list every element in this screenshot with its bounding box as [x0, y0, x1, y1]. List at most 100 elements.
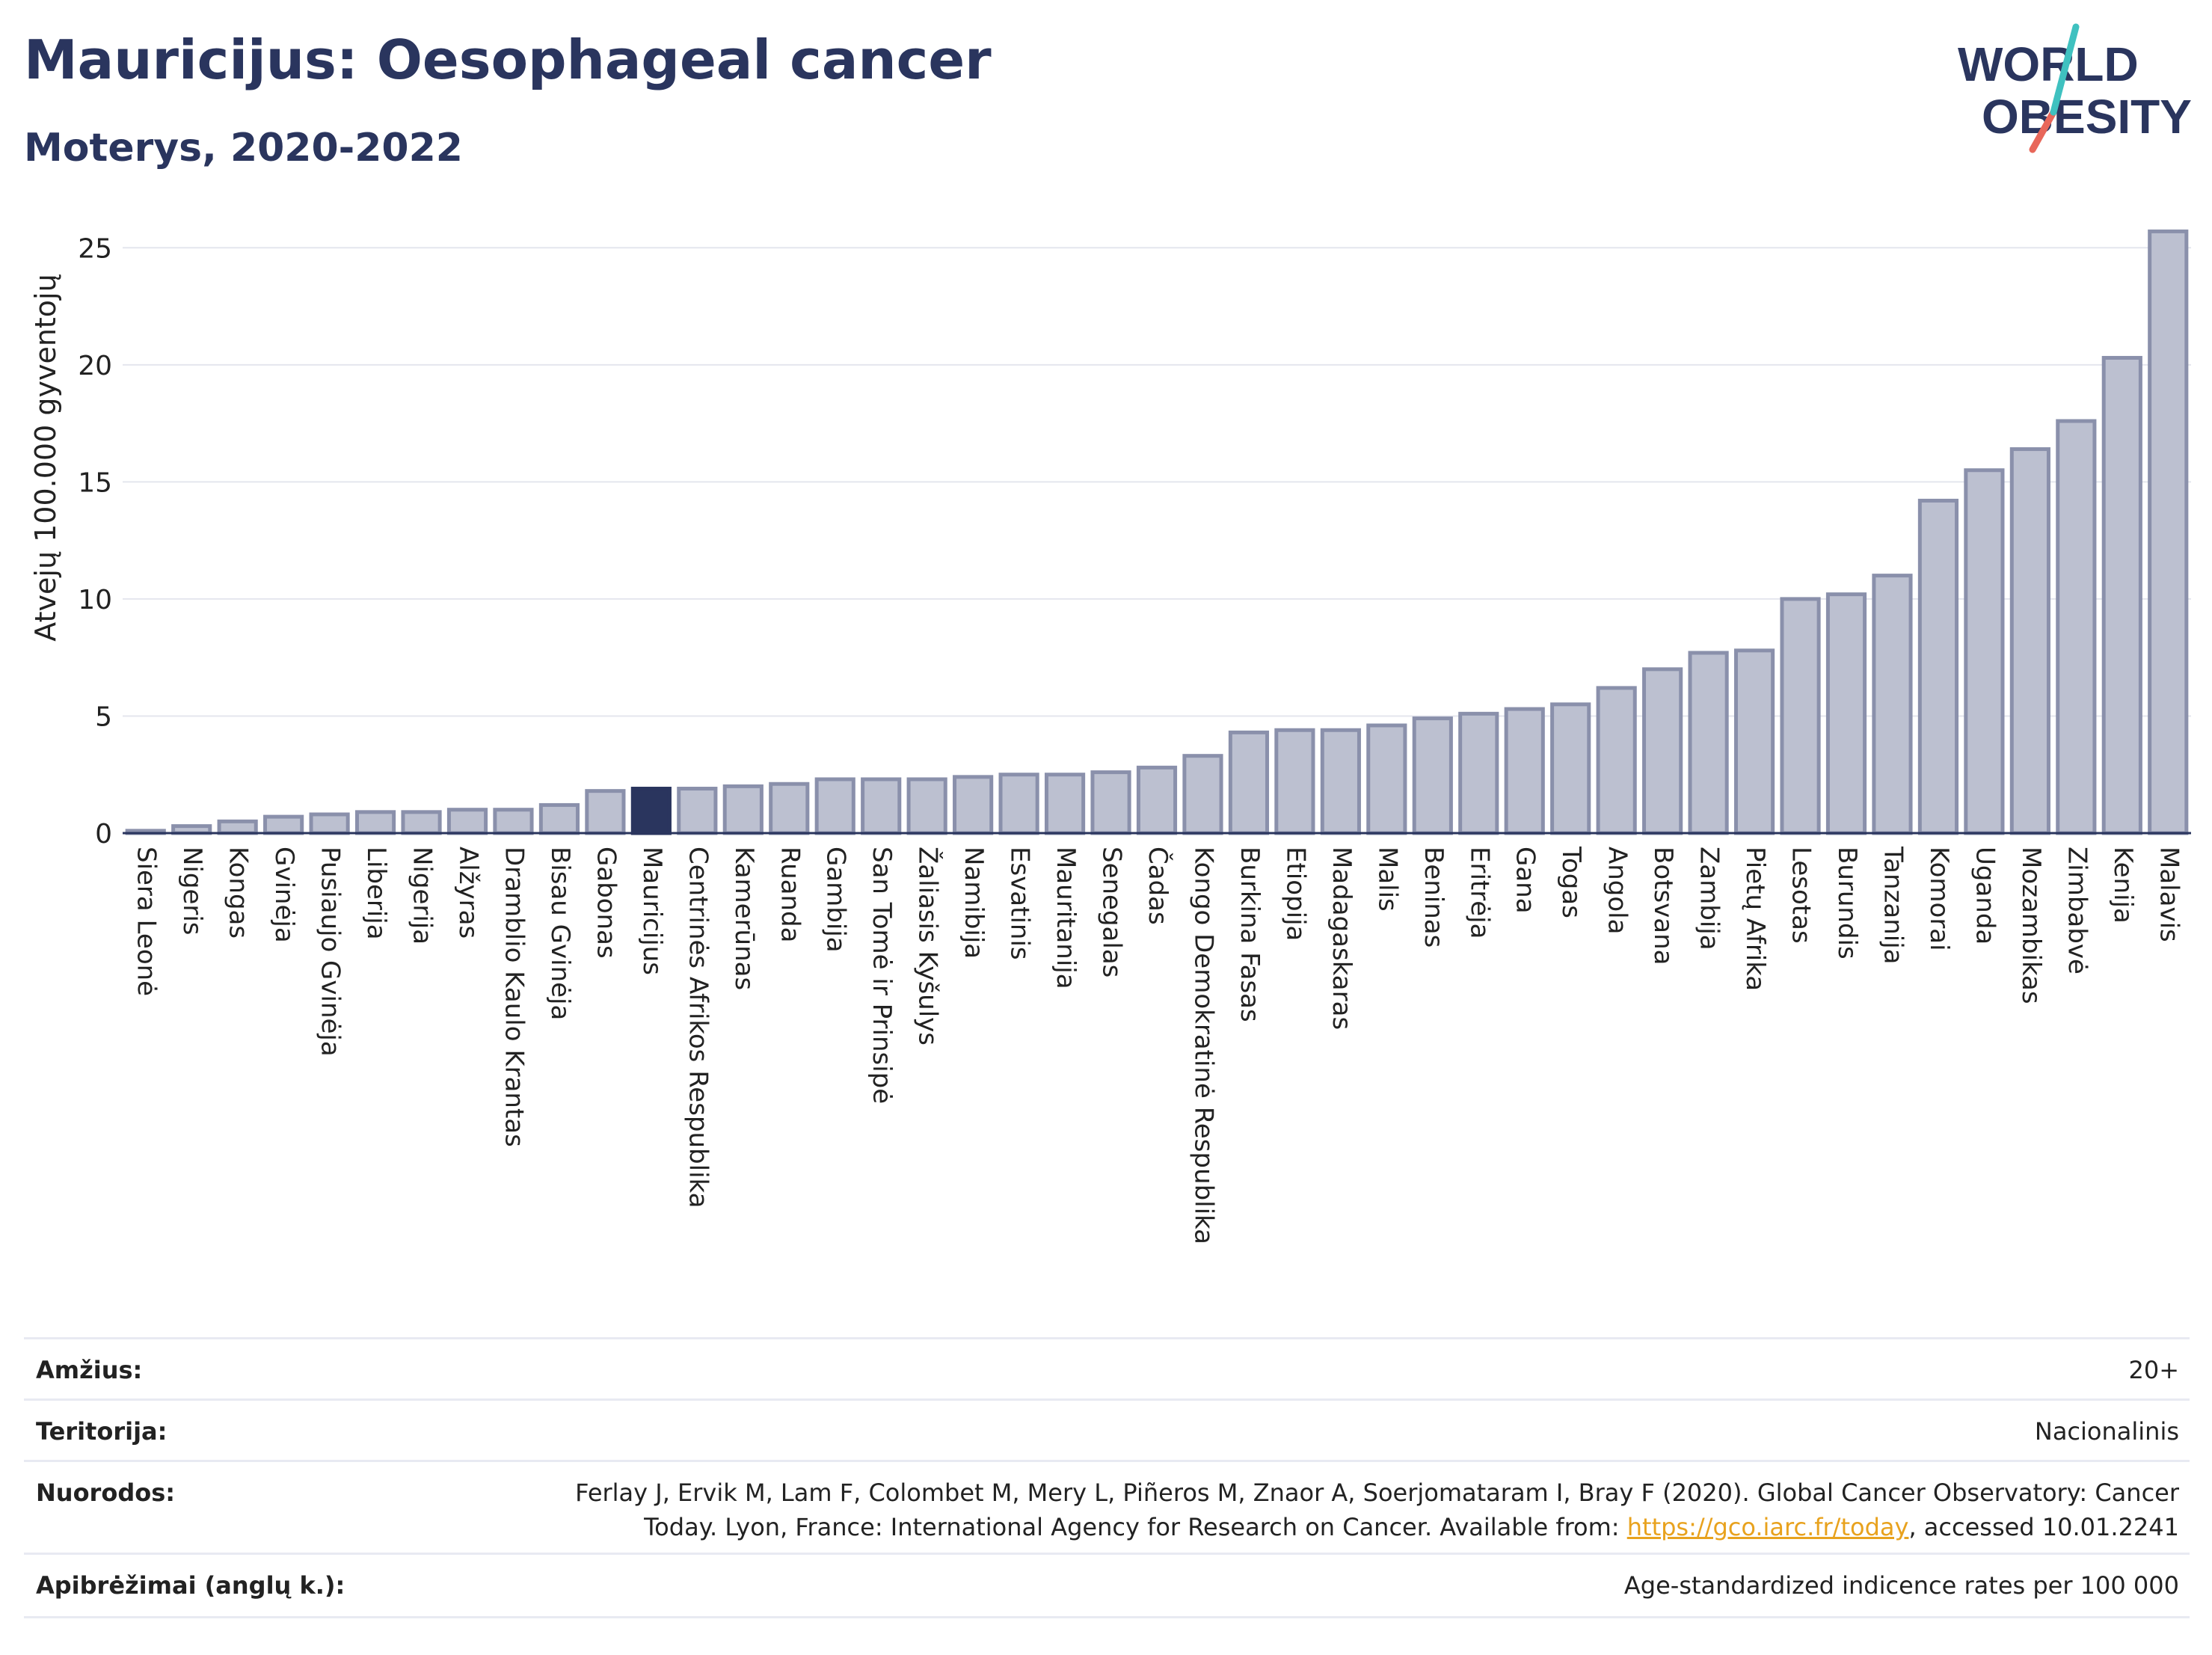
bar-5: [354, 810, 396, 835]
bars: [125, 229, 2189, 835]
x-tick-label: Žaliasis Kyšulys: [913, 847, 944, 1045]
bar-18: [953, 775, 994, 835]
references-link[interactable]: https://gco.iarc.fr/today: [1626, 1513, 1909, 1541]
x-tick-label: Etiopija: [1280, 847, 1310, 941]
x-tick-label: San Tomė ir Prinsipė: [867, 847, 897, 1104]
bar-28: [1412, 716, 1453, 835]
bar-chart: 0 5 10 15 20 25 Siera Leonė Nigeris Kongas Gvinė…: [29, 229, 2191, 1244]
bar-41: [2009, 447, 2050, 835]
x-tick-label: Ruanda: [775, 847, 805, 942]
bar-39: [1917, 498, 1959, 835]
y-tick-label: 10: [78, 585, 112, 615]
references-line-1: Ferlay J, Ervik M, Lam F, Colombet M, Me…: [575, 1479, 2179, 1507]
x-tick-label: Gvinėja: [269, 847, 299, 943]
bar-6: [401, 810, 442, 835]
x-axis-labels: Siera Leonė Nigeris Kongas Gvinėja Pusiaujo …: [132, 846, 2184, 1244]
bar-17: [906, 777, 947, 835]
bar-7: [446, 808, 488, 835]
definitions-value: Age-standardized indicence rates per 100…: [1623, 1571, 2179, 1600]
bar-12: [677, 787, 718, 835]
x-tick-label: Kenija: [2108, 847, 2138, 924]
bar-16: [861, 777, 902, 835]
bar-42: [2056, 419, 2097, 835]
bar-26: [1320, 728, 1361, 835]
x-tick-label: Malavis: [2154, 847, 2184, 942]
bar-44: [2148, 229, 2189, 835]
bar-24: [1228, 730, 1270, 835]
info-row-territory: Teritorija: Nacionalinis: [24, 1398, 2190, 1462]
x-tick-label: Angola: [1603, 847, 1632, 934]
bar-36: [1780, 597, 1821, 835]
x-tick-label: Burkina Fasas: [1235, 847, 1265, 1022]
x-tick-label: Burundis: [1832, 847, 1862, 959]
x-tick-label: Senegalas: [1097, 847, 1127, 977]
x-tick-label: Esvatinis: [1005, 847, 1035, 960]
x-tick-label: Mozambikas: [2016, 847, 2046, 1004]
x-tick-label: Togas: [1556, 846, 1586, 918]
bar-35: [1733, 648, 1775, 835]
world-obesity-logo: WORLD OBESITY: [1958, 23, 2192, 153]
x-tick-label: Gabonas: [591, 847, 621, 959]
bar-30: [1504, 707, 1545, 835]
x-tick-label: Uganda: [1970, 847, 2000, 945]
age-value: 20+: [2128, 1356, 2179, 1384]
page-title: Mauricijus: Oesophageal cancer: [24, 28, 992, 91]
bar-34: [1688, 651, 1729, 835]
bar-32: [1596, 686, 1637, 835]
bar-37: [1825, 592, 1867, 835]
x-tick-label: Kamerūnas: [729, 847, 759, 990]
bar-4: [309, 812, 350, 835]
bar-13: [722, 784, 764, 835]
x-tick-label: Čadas: [1143, 847, 1173, 925]
info-row-age: Amžius: 20+: [24, 1337, 2190, 1401]
references-label: Nuorodos:: [36, 1479, 176, 1507]
bar-15: [814, 777, 855, 835]
x-tick-label: Centrinės Afrikos Respublika: [683, 847, 713, 1208]
info-row-definitions: Apibrėžimai (anglų k.): Age-standardized…: [24, 1553, 2190, 1618]
svg-text:WORLD: WORLD: [1958, 37, 2139, 91]
x-tick-label: Pusiaujo Gvinėja: [316, 847, 345, 1057]
x-tick-label: Namibija: [959, 847, 989, 959]
bar-40: [1964, 468, 2005, 835]
x-tick-label: Dramblio Kaulo Krantas: [499, 847, 529, 1147]
definitions-label: Apibrėžimai (anglų k.):: [36, 1571, 345, 1600]
y-tick-label: 15: [78, 467, 112, 498]
bar-29: [1458, 711, 1499, 835]
y-tick-label: 20: [78, 351, 112, 381]
x-tick-label: Madagaskaras: [1327, 847, 1357, 1030]
bar-31: [1550, 702, 1591, 835]
x-tick-label: Kongo Demokratinė Respublika: [1188, 847, 1218, 1244]
bar-43: [2101, 355, 2142, 835]
bar-22: [1136, 765, 1178, 835]
x-tick-label: Mauritanija: [1051, 847, 1081, 989]
bar-33: [1642, 667, 1683, 835]
x-tick-label: Komorai: [1924, 847, 1954, 951]
bar-27: [1366, 723, 1407, 835]
bar-38: [1872, 574, 1913, 835]
territory-label: Teritorija:: [36, 1417, 168, 1446]
x-tick-label: Nigeris: [177, 847, 207, 936]
references-value: Ferlay J, Ervik M, Lam F, Colombet M, Me…: [575, 1476, 2179, 1544]
x-tick-label: Alžyras: [453, 847, 483, 939]
territory-value: Nacionalinis: [2034, 1417, 2179, 1446]
references-line-2: Today. Lyon, France: International Agenc…: [644, 1513, 2179, 1541]
bar-9: [538, 802, 580, 835]
bar-8: [493, 808, 534, 835]
x-tick-label: Zimbabvė: [2062, 847, 2092, 974]
bar-3: [263, 814, 304, 835]
bar-14: [769, 782, 810, 835]
x-tick-label: Liberija: [361, 847, 391, 940]
bar-19: [998, 773, 1039, 835]
bar-2: [217, 819, 258, 835]
x-tick-label: Botsvana: [1648, 847, 1678, 965]
x-tick-label: Siera Leonė: [132, 847, 162, 996]
x-tick-label: Malis: [1372, 847, 1402, 912]
x-tick-label: Pietų Afrika: [1740, 847, 1770, 991]
x-tick-label: Kongas: [224, 847, 254, 939]
y-axis-ticks: 0 5 10 15 20 25: [78, 233, 112, 850]
bar-11: [630, 787, 672, 835]
x-tick-label: Bisau Gvinėja: [545, 847, 575, 1020]
info-row-references: Nuorodos: Ferlay J, Ervik M, Lam F, Colo…: [24, 1460, 2190, 1555]
bar-25: [1274, 728, 1315, 835]
bar-10: [585, 789, 626, 835]
